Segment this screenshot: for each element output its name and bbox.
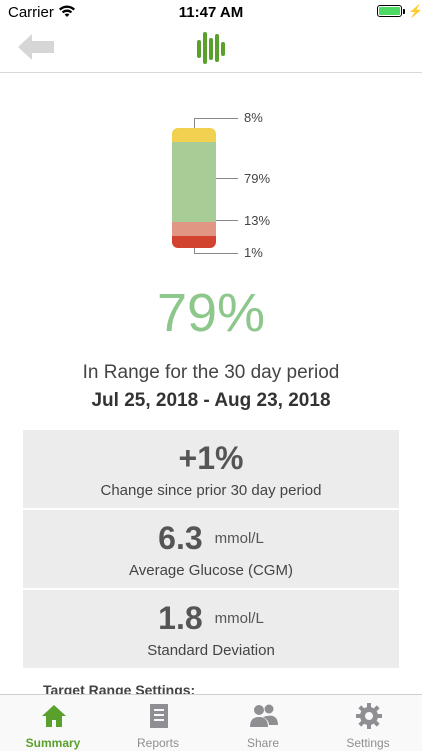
tab-bar: Summary Reports Share <box>0 694 422 751</box>
battery-icon <box>377 5 402 17</box>
leader-line-low <box>216 220 238 221</box>
leader-line-high <box>194 118 195 128</box>
target-range-heading: Target Range Settings: <box>43 682 196 694</box>
home-icon <box>42 705 66 727</box>
stat-label: Standard Deviation <box>147 642 275 659</box>
stat-value-wrap: +1% <box>23 440 399 477</box>
stat-label: Average Glucose (CGM) <box>129 562 293 579</box>
gauge-label-very-low: 1% <box>244 245 263 260</box>
nav-bar <box>0 24 422 73</box>
stat-unit: mmol/L <box>214 530 264 547</box>
gauge-label-in-range: 79% <box>244 171 271 186</box>
stat-value: 6.3 <box>158 520 203 556</box>
stat-unit: mmol/L <box>214 610 264 627</box>
gauge-segment-very-low <box>172 236 216 248</box>
leader-line-very-low-h <box>194 253 238 254</box>
tab-share[interactable]: Share <box>223 695 303 751</box>
tab-reports[interactable]: Reports <box>118 695 198 751</box>
gauge-segment-high <box>172 128 216 142</box>
tab-summary[interactable]: Summary <box>13 695 93 751</box>
tab-label: Share <box>246 736 280 750</box>
stat-label: Change since prior 30 day period <box>100 482 322 499</box>
gauge-segment-low <box>172 222 216 236</box>
gauge-label-high: 8% <box>244 110 263 125</box>
leader-line-very-low <box>194 248 195 254</box>
carrier-label: Carrier <box>8 4 54 21</box>
document-icon <box>150 704 168 728</box>
stat-value: +1% <box>178 440 244 476</box>
wifi-icon <box>59 5 75 17</box>
time-in-range-gauge: 8% 79% 13% 1% <box>160 110 300 270</box>
in-range-percent: 79% <box>156 283 266 343</box>
period-description: In Range for the 30 day period <box>82 362 340 383</box>
stat-card-average-glucose: 6.3 mmol/L Average Glucose (CGM) <box>23 510 399 588</box>
stat-value-wrap: 1.8 mmol/L <box>23 600 399 637</box>
gauge-segment-in-range <box>172 142 216 222</box>
people-icon <box>250 704 278 727</box>
leader-line-high-h <box>194 118 238 119</box>
stat-card-standard-deviation: 1.8 mmol/L Standard Deviation <box>23 590 399 668</box>
stat-value: 1.8 <box>158 600 203 636</box>
gauge-label-low: 13% <box>244 213 271 228</box>
charging-icon: ⚡ <box>408 4 422 18</box>
status-time: 11:47 AM <box>178 4 244 21</box>
date-range: Jul 25, 2018 - Aug 23, 2018 <box>91 390 331 411</box>
leader-line-in-range <box>216 178 238 179</box>
glucose-bars-logo-icon <box>197 32 225 64</box>
battery-tip <box>403 9 405 14</box>
tab-label: Summary <box>25 736 81 750</box>
gear-icon <box>356 703 382 729</box>
status-bar: Carrier 11:47 AM ⚡ <box>0 0 422 24</box>
back-arrow-icon[interactable] <box>14 30 58 64</box>
tab-label: Settings <box>346 736 390 750</box>
stat-value-wrap: 6.3 mmol/L <box>23 520 399 557</box>
tab-settings[interactable]: Settings <box>328 695 408 751</box>
tab-label: Reports <box>136 736 180 750</box>
stat-card-change: +1% Change since prior 30 day period <box>23 430 399 508</box>
